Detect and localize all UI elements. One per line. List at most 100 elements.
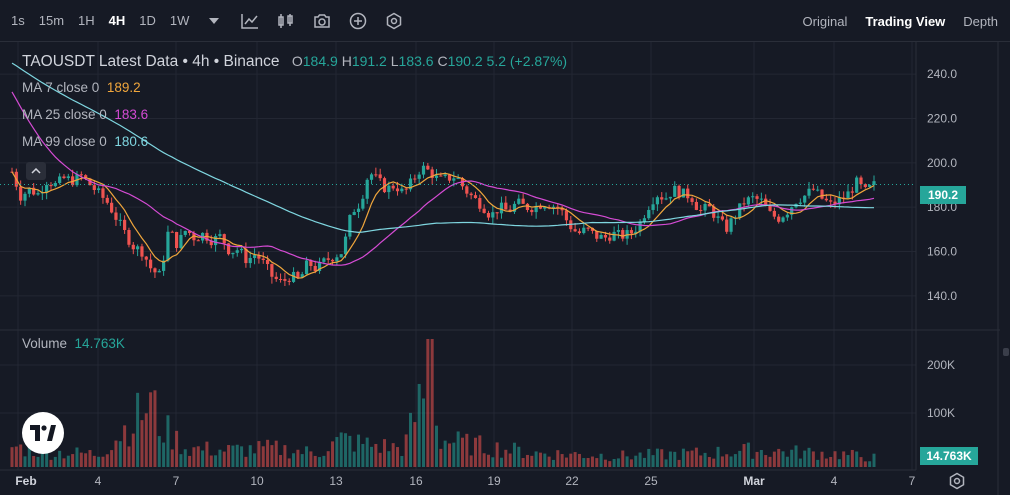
candle-body: [404, 188, 408, 190]
candle-body: [694, 201, 699, 210]
volume-bar: [231, 445, 235, 467]
volume-bar: [214, 455, 218, 467]
volume-bar: [660, 449, 664, 467]
volume-legend[interactable]: Volume 14.763K: [22, 336, 125, 351]
current-price-tag: 190.2: [920, 186, 966, 204]
candle-body: [187, 230, 192, 233]
volume-bar: [140, 420, 144, 467]
volume-bar: [305, 446, 309, 467]
candle-body: [543, 207, 547, 209]
candle-body: [690, 198, 694, 202]
candle-body: [300, 274, 304, 278]
candle-body: [551, 206, 556, 209]
candle-body: [729, 218, 733, 232]
candle-body: [859, 177, 863, 185]
candle-body: [304, 260, 309, 275]
candle-body: [564, 210, 569, 221]
volume-bar: [183, 449, 187, 467]
view-depth[interactable]: Depth: [963, 13, 998, 29]
volume-bar: [512, 442, 516, 467]
volume-bar: [560, 454, 564, 467]
chart-type-icon[interactable]: [268, 0, 304, 42]
candle-body: [833, 201, 837, 205]
volume-bar: [538, 452, 542, 467]
volume-bar: [270, 445, 274, 467]
timeframe-1s[interactable]: 1s: [11, 13, 25, 28]
ma99-legend[interactable]: MA 99 close 0 180.6: [22, 134, 148, 149]
volume-bar: [144, 413, 148, 467]
volume-bar: [824, 458, 828, 467]
volume-bar: [131, 433, 135, 467]
candle-body: [811, 188, 815, 190]
candle-body: [235, 250, 239, 253]
timeframe-1h[interactable]: 1H: [78, 13, 95, 28]
candle-body: [820, 189, 824, 199]
volume-bar: [422, 398, 426, 467]
candle-body: [530, 209, 534, 213]
time-tick-label: 22: [565, 474, 579, 488]
settings-icon[interactable]: [376, 0, 412, 42]
candle-body: [538, 205, 543, 209]
tradingview-logo[interactable]: [22, 412, 64, 454]
view-trading-view[interactable]: Trading View: [865, 13, 946, 29]
screenshot-icon[interactable]: [304, 0, 340, 42]
volume-bar: [396, 447, 400, 467]
volume-bar: [23, 456, 27, 467]
volume-bar: [634, 455, 638, 467]
chevron-up-icon: [31, 168, 41, 174]
candle-body: [196, 240, 200, 242]
price-chart[interactable]: 240.0220.0200.0180.0160.0140.0200K100KFe…: [0, 42, 1010, 495]
volume-bar: [686, 451, 690, 467]
volume-bar: [344, 433, 348, 467]
volume-bar: [53, 456, 57, 467]
candle-body: [369, 174, 374, 180]
candle-body: [439, 175, 443, 177]
volume-bar: [842, 451, 846, 467]
chevron-down-icon[interactable]: [196, 0, 232, 42]
current-volume-tag: 14.763K: [920, 447, 978, 465]
volume-bar: [599, 453, 603, 467]
volume-bar: [123, 425, 127, 467]
indicators-icon[interactable]: [232, 0, 268, 42]
volume-bar: [556, 450, 560, 467]
candle-body: [495, 212, 499, 214]
timeframe-15m[interactable]: 15m: [38, 13, 65, 28]
volume-bar: [235, 444, 239, 467]
candle-body: [816, 189, 820, 191]
time-tick-label: Feb: [15, 474, 36, 488]
volume-bar: [32, 456, 36, 467]
collapse-legend-button[interactable]: [26, 162, 46, 180]
timeframe-1w[interactable]: 1W: [169, 13, 190, 28]
view-original[interactable]: Original: [802, 13, 848, 29]
volume-bar: [335, 437, 339, 467]
scroll-handle[interactable]: [1003, 348, 1009, 356]
candle-body: [634, 231, 638, 234]
chart-toolbar: 1s 15m 1H 4H 1D 1W Original Trading View…: [0, 0, 1010, 42]
candle-body: [97, 188, 101, 190]
volume-bar: [162, 442, 166, 467]
candle-body: [772, 210, 776, 217]
ma7-legend[interactable]: MA 7 close 0 189.2: [22, 80, 141, 95]
candle-body: [647, 209, 651, 219]
candle-body: [868, 184, 872, 187]
volume-bar: [551, 459, 555, 467]
volume-bar: [49, 459, 53, 467]
timeframe-1d[interactable]: 1D: [139, 13, 156, 28]
volume-bar: [439, 448, 443, 467]
candle-body: [798, 202, 802, 204]
volume-bar: [534, 451, 538, 467]
volume-bar: [712, 458, 716, 467]
add-icon[interactable]: [340, 0, 376, 42]
candle-body: [720, 216, 724, 220]
volume-bar: [326, 451, 330, 467]
volume-bar: [97, 456, 101, 467]
volume-bar: [313, 455, 317, 467]
chart-settings-icon[interactable]: [946, 470, 968, 492]
candle-body: [577, 231, 582, 234]
candle-body: [62, 176, 66, 179]
volume-bar: [248, 445, 252, 467]
candle-body: [330, 259, 335, 262]
candle-body: [92, 185, 96, 190]
timeframe-4h[interactable]: 4H: [108, 13, 126, 28]
ma25-legend[interactable]: MA 25 close 0 183.6: [22, 107, 148, 122]
